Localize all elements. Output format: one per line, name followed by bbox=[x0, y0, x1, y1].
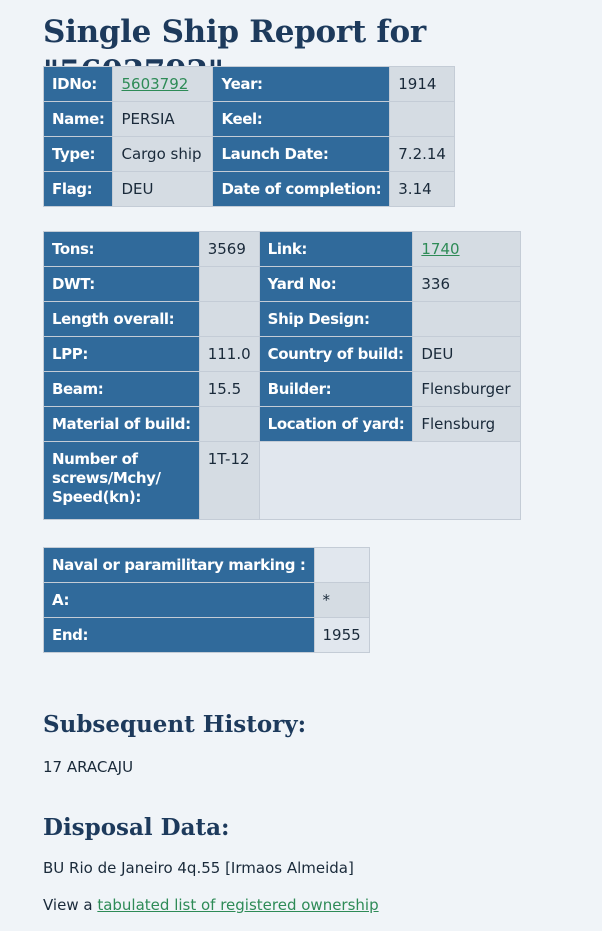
type-label: Type: bbox=[42, 136, 114, 172]
name-value: PERSIA bbox=[112, 101, 214, 137]
beam-label: Beam: bbox=[43, 371, 200, 407]
beam-value: 15.5 bbox=[198, 371, 260, 407]
year-value: 1914 bbox=[389, 66, 455, 102]
naval-marking-label: Naval or paramilitary marking : bbox=[43, 547, 315, 583]
page-title: Single Ship Report for "5603792" bbox=[43, 14, 426, 90]
link-label: Link: bbox=[258, 231, 414, 267]
table-row: Naval or paramilitary marking : bbox=[43, 547, 370, 583]
table-row: IDNo: 5603792 Year: 1914 bbox=[42, 66, 455, 102]
table-row: End: 1955 bbox=[43, 617, 370, 653]
ship-dimensions-table: Tons: 3569 Link: 1740 DWT: Yard No: 336 … bbox=[43, 231, 522, 520]
dwt-value bbox=[198, 266, 260, 302]
keel-label: Keel: bbox=[212, 101, 391, 137]
builder-label: Builder: bbox=[258, 371, 414, 407]
empty-cell bbox=[258, 441, 522, 520]
yard-location-value: Flensburg bbox=[412, 406, 522, 442]
table-row: A: * bbox=[43, 582, 370, 618]
a-label: A: bbox=[43, 582, 315, 618]
table-row: LPP: 111.0 Country of build: DEU bbox=[43, 336, 522, 372]
material-label: Material of build: bbox=[43, 406, 200, 442]
idno-value: 5603792 bbox=[112, 66, 214, 102]
yard-no-value: 336 bbox=[412, 266, 522, 302]
table-row: Flag: DEU Date of completion: 3.14 bbox=[42, 171, 455, 207]
table-row: Material of build: Location of yard: Fle… bbox=[43, 406, 522, 442]
tons-value: 3569 bbox=[198, 231, 260, 267]
ship-design-label: Ship Design: bbox=[258, 301, 414, 337]
launch-date-value: 7.2.14 bbox=[389, 136, 455, 172]
disposal-data-heading: Disposal Data: bbox=[43, 814, 230, 841]
link-value: 1740 bbox=[412, 231, 522, 267]
name-label: Name: bbox=[42, 101, 114, 137]
flag-value: DEU bbox=[112, 171, 214, 207]
ship-design-value bbox=[412, 301, 522, 337]
yard-no-label: Yard No: bbox=[258, 266, 414, 302]
ship-basic-table: IDNo: 5603792 Year: 1914 Name: PERSIA Ke… bbox=[42, 66, 455, 207]
country-of-build-value: DEU bbox=[412, 336, 522, 372]
table-row: Length overall: Ship Design: bbox=[43, 301, 522, 337]
dwt-label: DWT: bbox=[43, 266, 200, 302]
ownership-prefix: View a bbox=[43, 896, 98, 914]
subsequent-history-heading: Subsequent History: bbox=[43, 711, 307, 738]
a-value: * bbox=[313, 582, 370, 618]
subsequent-history-text: 17 ARACAJU bbox=[43, 758, 134, 776]
length-overall-label: Length overall: bbox=[43, 301, 200, 337]
table-row: Tons: 3569 Link: 1740 bbox=[43, 231, 522, 267]
naval-marking-value bbox=[313, 547, 370, 583]
table-row: Number of screws/Mchy/ Speed(kn): 1T-12 bbox=[43, 441, 522, 520]
ownership-line: View a tabulated list of registered owne… bbox=[43, 896, 379, 914]
completion-date-value: 3.14 bbox=[389, 171, 455, 207]
table-row: DWT: Yard No: 336 bbox=[43, 266, 522, 302]
yard-location-label: Location of yard: bbox=[258, 406, 414, 442]
end-label: End: bbox=[43, 617, 315, 653]
type-value: Cargo ship bbox=[112, 136, 214, 172]
table-row: Type: Cargo ship Launch Date: 7.2.14 bbox=[42, 136, 455, 172]
idno-label: IDNo: bbox=[42, 66, 114, 102]
end-value: 1955 bbox=[313, 617, 370, 653]
screws-label: Number of screws/Mchy/ Speed(kn): bbox=[43, 441, 200, 520]
completion-date-label: Date of completion: bbox=[212, 171, 391, 207]
ownership-list-link[interactable]: tabulated list of registered ownership bbox=[97, 896, 379, 914]
link-number-link[interactable]: 1740 bbox=[421, 240, 460, 258]
launch-date-label: Launch Date: bbox=[212, 136, 391, 172]
screws-value: 1T-12 bbox=[198, 441, 260, 520]
naval-marking-table: Naval or paramilitary marking : A: * End… bbox=[43, 547, 370, 653]
flag-label: Flag: bbox=[42, 171, 114, 207]
table-row: Name: PERSIA Keel: bbox=[42, 101, 455, 137]
builder-value: Flensburger bbox=[412, 371, 522, 407]
material-value bbox=[198, 406, 260, 442]
disposal-data-text: BU Rio de Janeiro 4q.55 [Irmaos Almeida] bbox=[43, 859, 354, 877]
length-overall-value bbox=[198, 301, 260, 337]
year-label: Year: bbox=[212, 66, 391, 102]
lpp-value: 111.0 bbox=[198, 336, 260, 372]
lpp-label: LPP: bbox=[43, 336, 200, 372]
country-of-build-label: Country of build: bbox=[258, 336, 414, 372]
tons-label: Tons: bbox=[43, 231, 200, 267]
keel-value bbox=[389, 101, 455, 137]
idno-link[interactable]: 5603792 bbox=[121, 75, 189, 93]
table-row: Beam: 15.5 Builder: Flensburger bbox=[43, 371, 522, 407]
